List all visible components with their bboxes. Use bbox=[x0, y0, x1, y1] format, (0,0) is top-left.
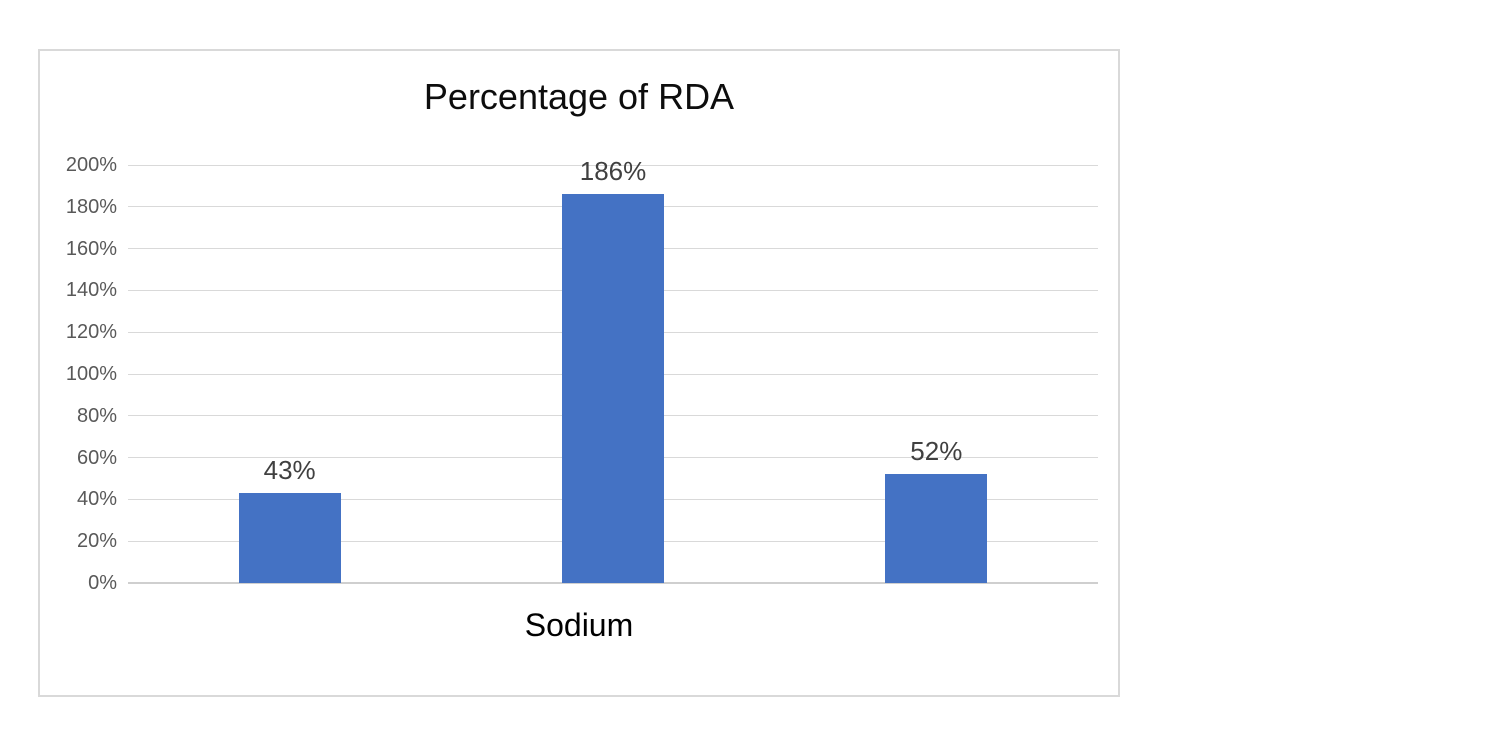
bar-1 bbox=[238, 493, 341, 583]
plot-area: 43% 186% 52% bbox=[128, 156, 1098, 584]
bar-2 bbox=[562, 194, 664, 583]
bar-3 bbox=[885, 474, 988, 583]
data-label-2: 186% bbox=[579, 156, 647, 187]
x-axis-line bbox=[128, 582, 1098, 584]
x-axis-title: Sodium bbox=[524, 607, 634, 643]
y-axis-tick-label: 60% bbox=[76, 446, 117, 469]
y-axis-tick-label: 140% bbox=[65, 279, 117, 302]
y-axis-tick-label: 40% bbox=[76, 488, 117, 511]
y-axis-tick-label: 180% bbox=[65, 195, 117, 218]
chart-title: Percentage of RDA bbox=[423, 76, 735, 117]
y-axis-tick-label: 0% bbox=[88, 572, 117, 594]
y-axis-tick-label: 100% bbox=[65, 363, 117, 385]
y-axis-tick-label: 160% bbox=[65, 237, 117, 260]
y-axis-tick-label: 80% bbox=[76, 404, 117, 427]
y-axis: 0% 20% 40% 60% 80% 100% 120% 140% 160% 180% 200% bbox=[40, 154, 117, 594]
chart-frame: Percentage of RDA 0% 20% 40% 60% 80% 100% 120%… bbox=[38, 49, 1120, 697]
gridline bbox=[128, 164, 1098, 166]
data-label-3: 52% bbox=[910, 436, 963, 467]
y-axis-tick-label: 120% bbox=[65, 321, 117, 344]
data-label-1: 43% bbox=[263, 455, 316, 486]
y-axis-tick-label: 200% bbox=[65, 154, 117, 176]
y-axis-tick-label: 20% bbox=[76, 530, 117, 553]
